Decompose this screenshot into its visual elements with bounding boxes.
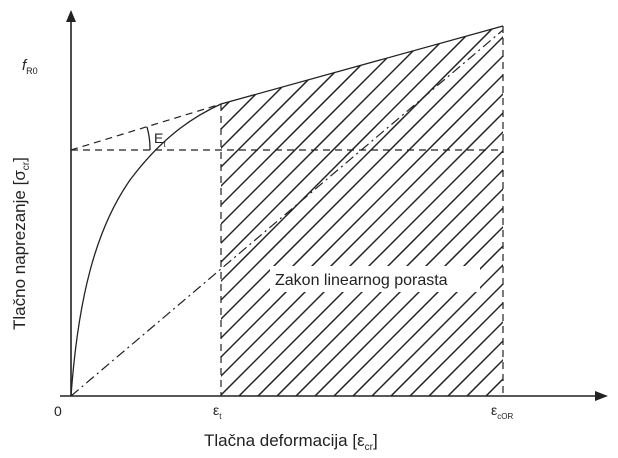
- hatch-line: [221, 26, 249, 396]
- hatch-line: [352, 26, 503, 396]
- hatch-line: [221, 26, 496, 396]
- y-axis-title: Tlačno naprezanje [σcr]: [10, 157, 32, 330]
- region-label: Zakon linearnog porasta: [275, 272, 448, 289]
- ecr-tick-label: εcOR: [491, 402, 513, 421]
- hatch-line: [221, 26, 306, 396]
- hatch-line: [221, 26, 420, 396]
- hatch-line: [0, 26, 210, 396]
- fr0-label: fR0: [22, 57, 38, 76]
- hatch-line: [221, 26, 503, 396]
- secant-dashdot-line: [70, 29, 504, 397]
- hatch-line: [221, 26, 439, 396]
- hatch-line: [221, 26, 503, 396]
- hatch-line: [221, 26, 230, 396]
- hatch-line: [221, 26, 503, 396]
- x-axis-arrow: [595, 391, 608, 401]
- hatch-line: [257, 26, 503, 396]
- hatch-line: [295, 26, 503, 396]
- stress-strain-curve: [70, 103, 222, 397]
- hatch-line: [447, 26, 503, 396]
- x-axis-title: Tlačna deformacija [εcr]: [204, 431, 378, 453]
- E-label: Et: [154, 130, 166, 149]
- tangent-dashed: [70, 103, 222, 151]
- hatch-line: [221, 26, 287, 396]
- hatch-line: [333, 26, 503, 396]
- hatch-line: [221, 26, 477, 396]
- hatch-line: [390, 26, 503, 396]
- et-tick-label: εt: [213, 402, 222, 421]
- hatch-line: [221, 26, 458, 396]
- hatch-line: [221, 26, 503, 396]
- hatch-line: [428, 26, 503, 396]
- hatch-line: [485, 26, 503, 396]
- hatch-line: [409, 26, 503, 396]
- hatch-line: [221, 26, 363, 396]
- region-label-bg: [270, 266, 480, 292]
- origin-label: 0: [54, 403, 62, 419]
- linear-increase-line: [220, 25, 504, 105]
- hatch-line: [221, 26, 503, 396]
- hatch-line: [505, 26, 618, 396]
- hatch-line: [314, 26, 503, 396]
- hatch-line: [466, 26, 503, 396]
- angle-arc: [146, 126, 151, 151]
- hatch-line: [221, 26, 382, 396]
- y-axis-arrow: [66, 10, 76, 22]
- hatch-line: [371, 26, 503, 396]
- hatch-line: [221, 26, 268, 396]
- hatch-line: [543, 26, 618, 396]
- hatch-line: [221, 26, 401, 396]
- hatch-line: [238, 26, 503, 396]
- hatch-line: [276, 26, 503, 396]
- hatched-region: [0, 26, 618, 396]
- hatch-line: [524, 26, 618, 396]
